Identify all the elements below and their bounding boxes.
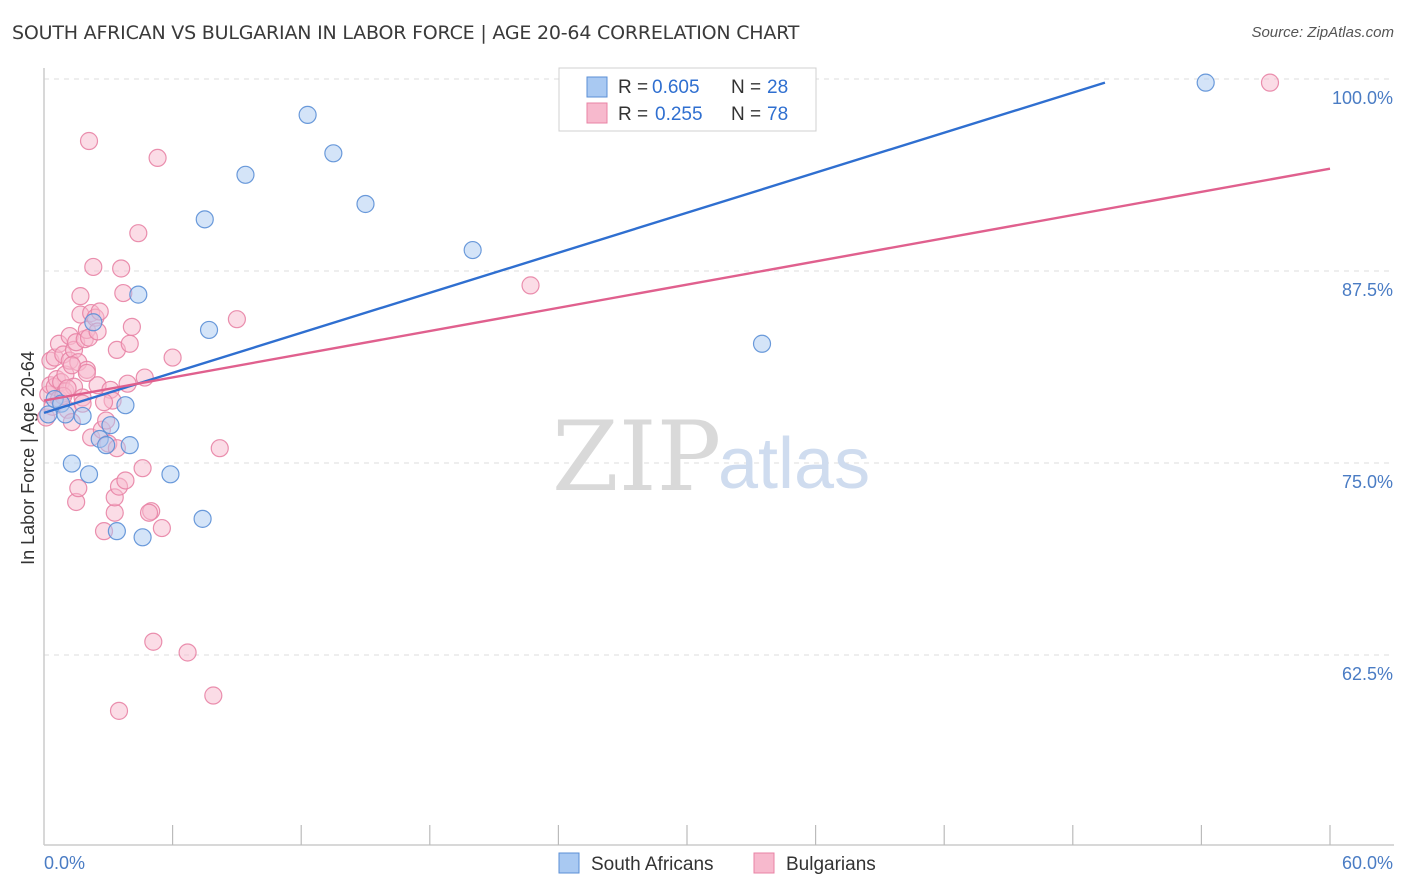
legend-stats: R = 0.605 N = 28 R = 0.255 N = 78 xyxy=(558,67,817,132)
legend-south-africans-swatch xyxy=(558,852,580,874)
bulgarian-point xyxy=(148,148,167,168)
south-african-point xyxy=(195,210,214,229)
legend-blue-n-label: N = xyxy=(731,77,761,98)
gridlines xyxy=(44,78,1394,656)
bulgarian-point xyxy=(112,259,131,278)
bulgarian-point xyxy=(139,503,159,522)
south-african-point xyxy=(116,396,135,415)
south-african-point xyxy=(161,465,180,484)
south-african-point xyxy=(463,240,482,260)
bulgarian-point xyxy=(144,632,163,651)
bulgarian-point xyxy=(1260,73,1280,92)
y-tick-label: 75.0% xyxy=(1342,472,1393,492)
chart-title: SOUTH AFRICAN VS BULGARIAN IN LABOR FORC… xyxy=(12,22,800,44)
bulgarian-point xyxy=(122,317,141,336)
bulgarian-point xyxy=(204,686,223,705)
legend-bulgarians-label: Bulgarians xyxy=(786,854,876,875)
watermark-atlas: atlas xyxy=(718,424,870,504)
south-african-point xyxy=(133,528,152,547)
y-tick-label: 62.5% xyxy=(1342,664,1393,684)
bulgarian-point xyxy=(79,131,99,151)
south-african-point xyxy=(1196,73,1215,92)
bulgarian-point xyxy=(227,310,246,329)
bulgarian-point xyxy=(69,479,88,498)
legend-pink-n-value: 78 xyxy=(767,104,788,125)
bulgarian-point xyxy=(152,518,171,538)
y-tick-labels: 100.0% 87.5% 75.0% 62.5% xyxy=(1332,88,1393,684)
south-african-point xyxy=(107,522,126,541)
y-tick-label: 100.0% xyxy=(1332,88,1393,108)
watermark-zip: ZIP xyxy=(552,401,721,513)
legend-pink-swatch xyxy=(586,102,608,124)
bulgarian-point xyxy=(109,701,129,720)
south-african-point xyxy=(298,105,317,124)
south-african-point xyxy=(193,509,212,528)
bulgarian-point xyxy=(105,503,124,522)
south-african-point xyxy=(120,436,139,455)
x-tick-labels: 0.0% 60.0% xyxy=(44,825,1393,873)
bulgarian-point xyxy=(71,287,90,306)
bulgarians-trend-line xyxy=(43,167,1331,402)
bulgarian-point xyxy=(521,276,540,295)
bulgarian-point xyxy=(120,334,139,353)
south-african-point xyxy=(73,406,92,426)
legend-blue-n-value: 28 xyxy=(767,77,788,98)
south-african-point xyxy=(62,454,81,473)
bulgarian-point xyxy=(116,471,135,490)
south-african-point xyxy=(84,313,103,332)
south-african-point xyxy=(97,436,116,455)
south-africans-trend-line xyxy=(43,81,1106,415)
south-africans-points xyxy=(39,73,1215,547)
south-african-point xyxy=(199,320,219,340)
bulgarian-point xyxy=(77,363,96,383)
south-african-point xyxy=(236,165,255,184)
trend-lines xyxy=(43,81,1331,415)
south-african-point xyxy=(101,416,120,435)
bulgarian-point xyxy=(178,643,197,662)
x-tick-label: 60.0% xyxy=(1342,853,1393,873)
bulgarian-point xyxy=(84,257,103,277)
legend-series: South Africans Bulgarians xyxy=(558,852,876,875)
x-tick-label: 0.0% xyxy=(44,853,85,873)
legend-blue-r-value: 0.605 xyxy=(652,77,700,98)
south-african-point xyxy=(129,285,148,304)
legend-south-africans-label: South Africans xyxy=(591,854,714,875)
legend-pink-n-label: N = xyxy=(731,104,761,125)
bulgarian-point xyxy=(210,439,229,458)
bulgarians-points xyxy=(37,73,1280,720)
watermark: ZIP atlas xyxy=(552,401,870,513)
axes xyxy=(43,68,1394,846)
y-tick-label: 87.5% xyxy=(1342,280,1393,300)
bulgarian-point xyxy=(133,459,152,478)
legend-blue-r-label: R = xyxy=(618,77,648,98)
south-african-point xyxy=(356,194,375,214)
bulgarian-point xyxy=(114,283,133,303)
legend-pink-r-value: 0.255 xyxy=(655,104,703,125)
south-african-point xyxy=(79,465,99,484)
south-african-point xyxy=(324,144,343,163)
chart-source: Source: ZipAtlas.com xyxy=(1251,24,1394,41)
legend-pink-r-label: R = xyxy=(618,104,648,125)
bulgarian-point xyxy=(62,356,81,375)
legend-bulgarians-swatch xyxy=(753,852,775,874)
y-axis-title: In Labor Force | Age 20-64 xyxy=(18,351,38,565)
south-african-point xyxy=(752,334,772,353)
bulgarian-point xyxy=(129,224,148,243)
bulgarian-point xyxy=(163,348,182,367)
legend-blue-swatch xyxy=(586,76,608,98)
